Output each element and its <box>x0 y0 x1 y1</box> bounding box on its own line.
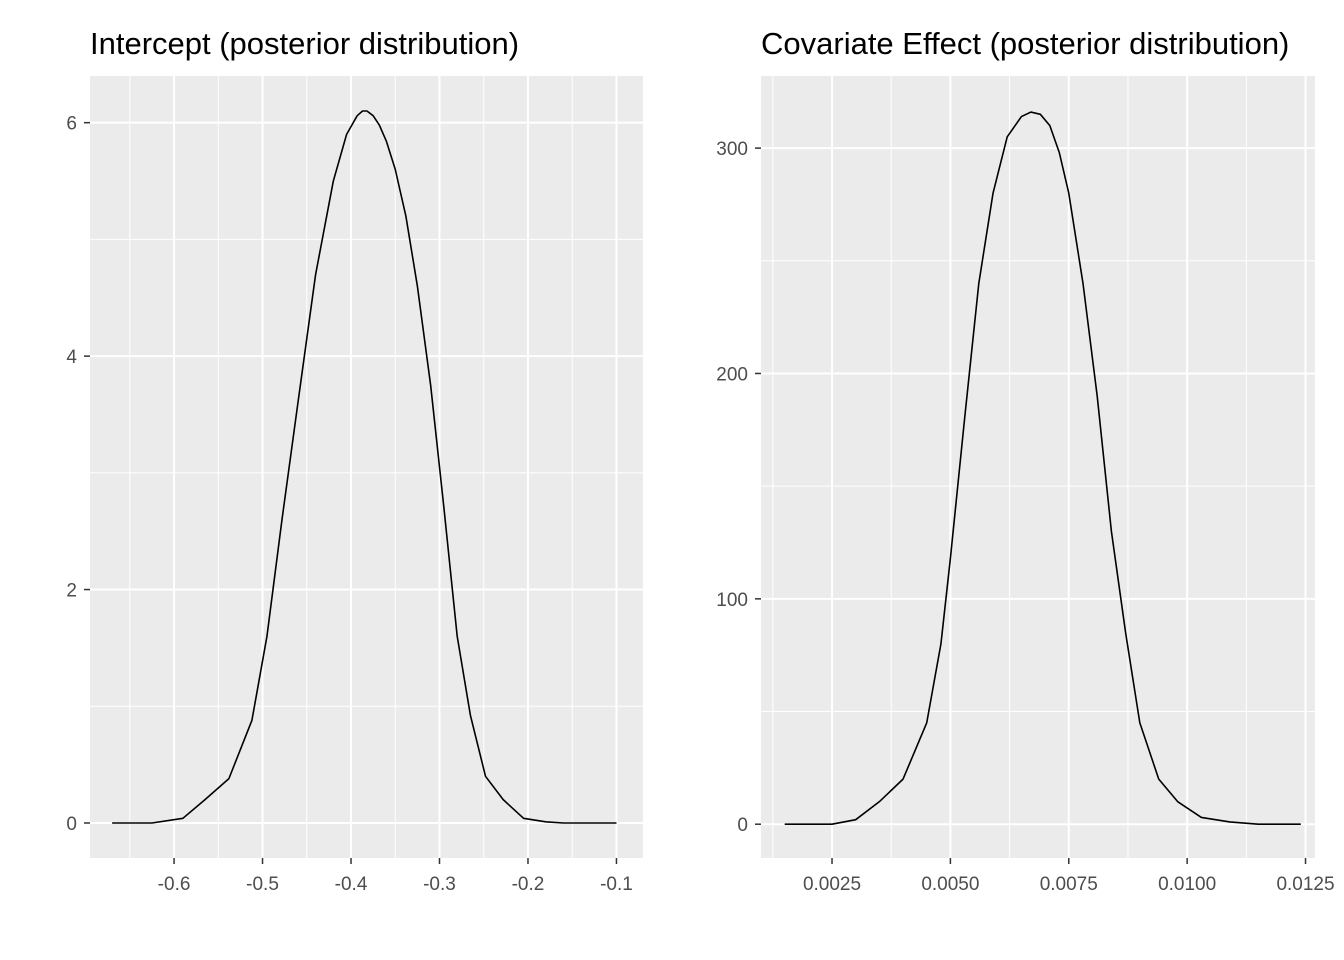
covariate-x-tick-label-4: 0.0125 <box>1276 874 1334 895</box>
covariate-y-tick-label-1: 100 <box>716 590 748 611</box>
covariate-x-tick-label-2: 0.0075 <box>1040 874 1098 895</box>
covariate-x-tick-label-3: 0.0100 <box>1158 874 1216 895</box>
intercept-y-tick-label-1: 2 <box>66 581 77 602</box>
covariate-x-tick-label-0: 0.0025 <box>803 874 861 895</box>
intercept-y-tick-label-0: 0 <box>66 814 77 835</box>
covariate-y-tick-label-0: 0 <box>737 815 748 836</box>
intercept-y-tick-label-3: 6 <box>66 114 77 135</box>
intercept-density-line-0 <box>112 110 617 824</box>
intercept-x-tick-label-4: -0.2 <box>512 874 545 895</box>
intercept-x-tick-label-3: -0.3 <box>423 874 456 895</box>
covariate-chart-title: Covariate Effect (posterior distribution… <box>761 26 1290 61</box>
intercept-panel: Intercept (posterior distribution) -0.6-… <box>66 26 643 895</box>
covariate-y-tick-label-2: 200 <box>716 364 748 385</box>
intercept-x-tick-label-5: -0.1 <box>600 874 633 895</box>
intercept-chart: -0.6 -0.5 -0.4 -0.3 -0.2 -0.1 0 2 4 6 <box>66 76 643 895</box>
intercept-y-tick-label-2: 4 <box>66 347 77 368</box>
covariate-plot-background <box>761 76 1315 858</box>
covariate-x-tick-label-1: 0.0050 <box>921 874 979 895</box>
covariate-panel: Covariate Effect (posterior distribution… <box>672 0 1344 960</box>
covariate-density-line-0 <box>784 111 1301 826</box>
intercept-x-tick-label-0: -0.6 <box>158 874 191 895</box>
intercept-chart-title: Intercept (posterior distribution) <box>90 26 520 61</box>
covariate-chart: 0.0025 0.0050 0.0075 0.0100 0.0125 0 100 200 300 <box>716 76 1335 895</box>
intercept-plot-background <box>90 76 643 858</box>
covariate-y-tick-label-3: 300 <box>716 139 748 160</box>
intercept-x-tick-label-2: -0.4 <box>335 874 368 895</box>
intercept-x-tick-label-1: -0.5 <box>246 874 279 895</box>
